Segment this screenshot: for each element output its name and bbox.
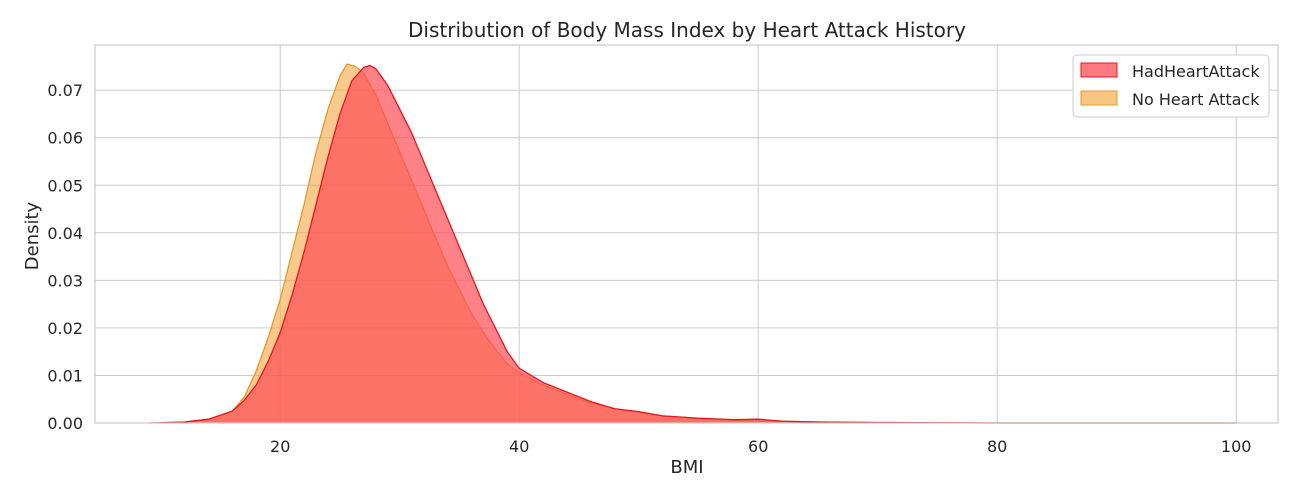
y-tick-label: 0.07 [47,81,83,100]
line-hadheartattack [148,64,1237,424]
legend-label-had-heart-attack: HadHeartAttack [1132,62,1260,81]
y-tick-labels: 0.00 0.01 0.02 0.03 0.04 0.05 0.06 0.07 [47,81,83,433]
legend-swatch-had-heart-attack [1080,62,1118,78]
x-axis-label: BMI [670,457,703,478]
chart-title: Distribution of Body Mass Index by Heart… [408,18,966,42]
y-axis-label: Density [22,201,43,270]
y-tick-label: 0.01 [47,366,83,385]
y-tick-label: 0.03 [47,271,83,290]
x-tick-labels: 20 40 60 80 100 [270,437,1251,456]
legend-swatch-no-heart-attack [1080,90,1118,106]
legend: HadHeartAttack No Heart Attack [1072,54,1270,118]
series-areas [148,63,1237,424]
x-tick-label: 100 [1221,437,1252,456]
y-tick-label: 0.00 [47,414,83,433]
y-tick-label: 0.06 [47,129,83,148]
x-tick-label: 60 [748,437,768,456]
x-tick-label: 80 [987,437,1007,456]
y-tick-label: 0.05 [47,176,83,195]
x-tick-label: 20 [270,437,290,456]
y-tick-label: 0.04 [47,224,83,243]
legend-frame [1072,54,1270,118]
legend-label-no-heart-attack: No Heart Attack [1132,90,1260,109]
plot-border [94,44,1279,424]
y-tick-label: 0.02 [47,319,83,338]
x-tick-label: 40 [509,437,529,456]
